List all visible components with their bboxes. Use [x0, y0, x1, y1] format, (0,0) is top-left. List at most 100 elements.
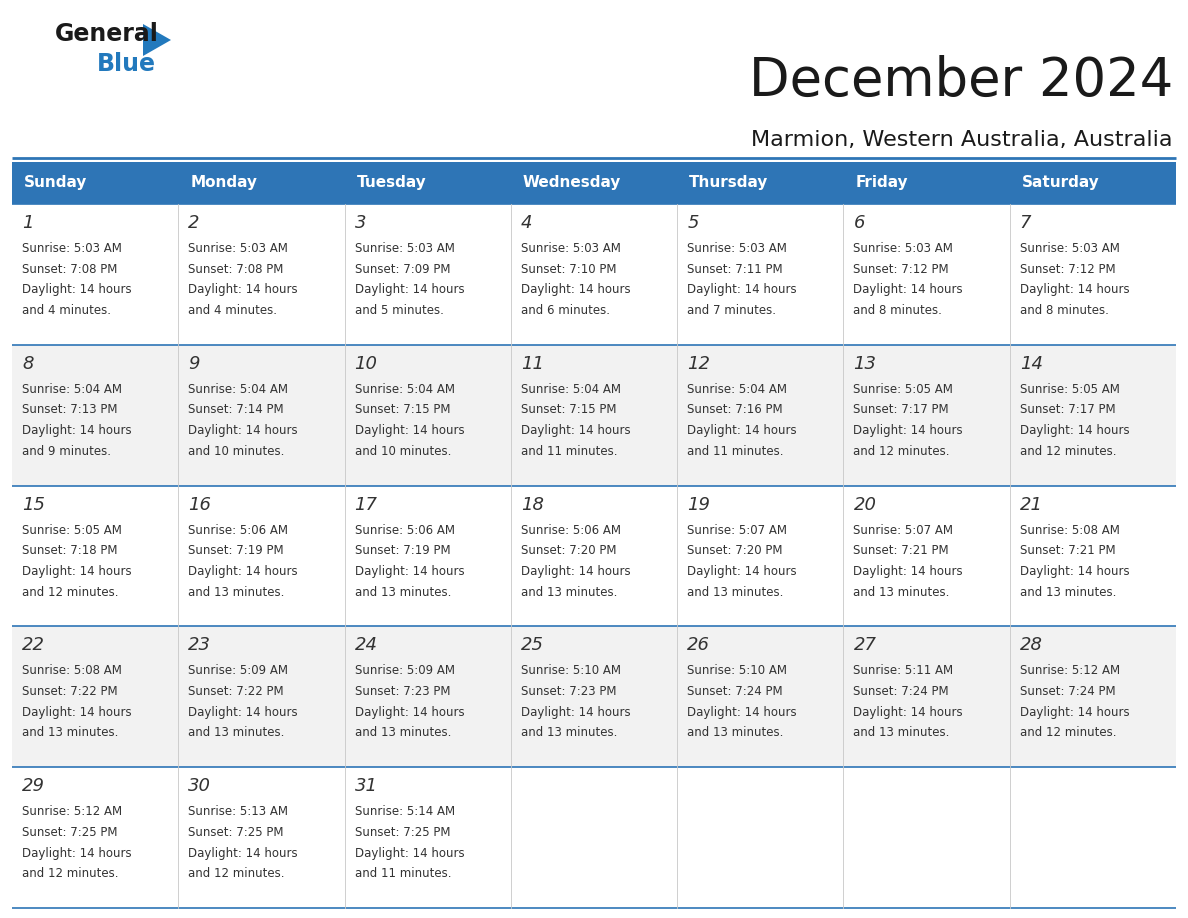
Text: Sunset: 7:08 PM: Sunset: 7:08 PM [188, 263, 284, 275]
Text: Sunset: 7:12 PM: Sunset: 7:12 PM [1019, 263, 1116, 275]
Text: and 6 minutes.: and 6 minutes. [520, 304, 609, 317]
Text: Sunset: 7:24 PM: Sunset: 7:24 PM [687, 685, 783, 698]
Text: Daylight: 14 hours: Daylight: 14 hours [354, 565, 465, 578]
Text: Daylight: 14 hours: Daylight: 14 hours [853, 284, 963, 297]
Text: Daylight: 14 hours: Daylight: 14 hours [1019, 284, 1130, 297]
Text: and 8 minutes.: and 8 minutes. [1019, 304, 1108, 317]
Text: 20: 20 [853, 496, 877, 513]
Text: Sunrise: 5:04 AM: Sunrise: 5:04 AM [520, 383, 621, 396]
Text: Sunrise: 5:03 AM: Sunrise: 5:03 AM [23, 242, 122, 255]
Text: and 13 minutes.: and 13 minutes. [687, 586, 784, 599]
Text: Daylight: 14 hours: Daylight: 14 hours [354, 706, 465, 719]
Text: 2: 2 [188, 214, 200, 232]
Text: and 13 minutes.: and 13 minutes. [520, 726, 618, 740]
Text: December 2024: December 2024 [748, 55, 1173, 107]
Text: Sunrise: 5:03 AM: Sunrise: 5:03 AM [188, 242, 289, 255]
Text: Sunset: 7:21 PM: Sunset: 7:21 PM [1019, 544, 1116, 557]
Text: Sunset: 7:11 PM: Sunset: 7:11 PM [687, 263, 783, 275]
Text: 15: 15 [23, 496, 45, 513]
Text: Sunset: 7:17 PM: Sunset: 7:17 PM [853, 403, 949, 417]
Text: Sunset: 7:10 PM: Sunset: 7:10 PM [520, 263, 617, 275]
Text: 26: 26 [687, 636, 710, 655]
Text: Sunrise: 5:14 AM: Sunrise: 5:14 AM [354, 805, 455, 818]
Text: Sunset: 7:13 PM: Sunset: 7:13 PM [23, 403, 118, 417]
Text: Sunrise: 5:12 AM: Sunrise: 5:12 AM [23, 805, 122, 818]
Text: and 13 minutes.: and 13 minutes. [853, 586, 949, 599]
Text: Sunset: 7:24 PM: Sunset: 7:24 PM [853, 685, 949, 698]
Text: Sunset: 7:15 PM: Sunset: 7:15 PM [354, 403, 450, 417]
Text: 8: 8 [23, 354, 33, 373]
Text: 31: 31 [354, 778, 378, 795]
Text: 5: 5 [687, 214, 699, 232]
Text: Sunset: 7:20 PM: Sunset: 7:20 PM [687, 544, 783, 557]
Text: Daylight: 14 hours: Daylight: 14 hours [687, 565, 797, 578]
Text: Sunset: 7:15 PM: Sunset: 7:15 PM [520, 403, 617, 417]
Text: Sunset: 7:22 PM: Sunset: 7:22 PM [23, 685, 118, 698]
Text: Sunrise: 5:04 AM: Sunrise: 5:04 AM [188, 383, 289, 396]
Text: 18: 18 [520, 496, 544, 513]
Text: and 9 minutes.: and 9 minutes. [23, 445, 110, 458]
Bar [12, 204, 1176, 345]
Text: and 5 minutes.: and 5 minutes. [354, 304, 443, 317]
Text: Sunrise: 5:05 AM: Sunrise: 5:05 AM [853, 383, 953, 396]
Text: Sunrise: 5:04 AM: Sunrise: 5:04 AM [687, 383, 788, 396]
Text: Wednesday: Wednesday [523, 175, 621, 191]
Text: 14: 14 [1019, 354, 1043, 373]
Text: and 12 minutes.: and 12 minutes. [188, 868, 285, 880]
Text: Sunrise: 5:13 AM: Sunrise: 5:13 AM [188, 805, 289, 818]
Text: 17: 17 [354, 496, 378, 513]
Text: and 12 minutes.: and 12 minutes. [1019, 445, 1117, 458]
Text: Friday: Friday [855, 175, 908, 191]
Text: 1: 1 [23, 214, 33, 232]
Text: Sunset: 7:25 PM: Sunset: 7:25 PM [188, 826, 284, 839]
Text: Sunset: 7:23 PM: Sunset: 7:23 PM [520, 685, 617, 698]
Text: Sunday: Sunday [24, 175, 88, 191]
Text: 3: 3 [354, 214, 366, 232]
Text: and 4 minutes.: and 4 minutes. [188, 304, 277, 317]
Text: Daylight: 14 hours: Daylight: 14 hours [687, 284, 797, 297]
Polygon shape [143, 24, 171, 56]
Text: Sunrise: 5:07 AM: Sunrise: 5:07 AM [853, 523, 954, 536]
Text: Daylight: 14 hours: Daylight: 14 hours [853, 565, 963, 578]
Text: and 11 minutes.: and 11 minutes. [354, 868, 451, 880]
Text: Daylight: 14 hours: Daylight: 14 hours [853, 424, 963, 437]
Text: 28: 28 [1019, 636, 1043, 655]
Text: 24: 24 [354, 636, 378, 655]
Text: Saturday: Saturday [1022, 175, 1099, 191]
Text: Blue: Blue [97, 52, 156, 76]
Text: Sunset: 7:24 PM: Sunset: 7:24 PM [1019, 685, 1116, 698]
Text: Sunset: 7:14 PM: Sunset: 7:14 PM [188, 403, 284, 417]
Text: and 4 minutes.: and 4 minutes. [23, 304, 110, 317]
Text: Sunrise: 5:06 AM: Sunrise: 5:06 AM [188, 523, 289, 536]
Text: Sunrise: 5:04 AM: Sunrise: 5:04 AM [23, 383, 122, 396]
Text: Daylight: 14 hours: Daylight: 14 hours [188, 706, 298, 719]
Text: Daylight: 14 hours: Daylight: 14 hours [520, 565, 631, 578]
Text: Marmion, Western Australia, Australia: Marmion, Western Australia, Australia [752, 130, 1173, 150]
Text: 30: 30 [188, 778, 211, 795]
Text: and 12 minutes.: and 12 minutes. [23, 868, 119, 880]
Text: Sunset: 7:19 PM: Sunset: 7:19 PM [354, 544, 450, 557]
Text: Sunset: 7:21 PM: Sunset: 7:21 PM [853, 544, 949, 557]
Text: Daylight: 14 hours: Daylight: 14 hours [23, 846, 132, 859]
Bar [12, 486, 1176, 626]
Text: Sunset: 7:23 PM: Sunset: 7:23 PM [354, 685, 450, 698]
Text: and 13 minutes.: and 13 minutes. [188, 586, 285, 599]
Text: Sunrise: 5:03 AM: Sunrise: 5:03 AM [853, 242, 953, 255]
Text: Sunset: 7:18 PM: Sunset: 7:18 PM [23, 544, 118, 557]
Text: and 7 minutes.: and 7 minutes. [687, 304, 776, 317]
Bar [12, 626, 1176, 767]
Text: Daylight: 14 hours: Daylight: 14 hours [1019, 565, 1130, 578]
Text: 12: 12 [687, 354, 710, 373]
Text: Sunrise: 5:09 AM: Sunrise: 5:09 AM [188, 665, 289, 677]
Text: Sunrise: 5:10 AM: Sunrise: 5:10 AM [520, 665, 621, 677]
Bar [12, 345, 1176, 486]
Text: and 12 minutes.: and 12 minutes. [1019, 726, 1117, 740]
Text: and 13 minutes.: and 13 minutes. [354, 586, 451, 599]
Text: and 13 minutes.: and 13 minutes. [1019, 586, 1116, 599]
Text: 25: 25 [520, 636, 544, 655]
Text: Daylight: 14 hours: Daylight: 14 hours [188, 424, 298, 437]
Text: Sunset: 7:12 PM: Sunset: 7:12 PM [853, 263, 949, 275]
Text: Tuesday: Tuesday [356, 175, 426, 191]
Text: Sunrise: 5:04 AM: Sunrise: 5:04 AM [354, 383, 455, 396]
Text: Monday: Monday [190, 175, 258, 191]
